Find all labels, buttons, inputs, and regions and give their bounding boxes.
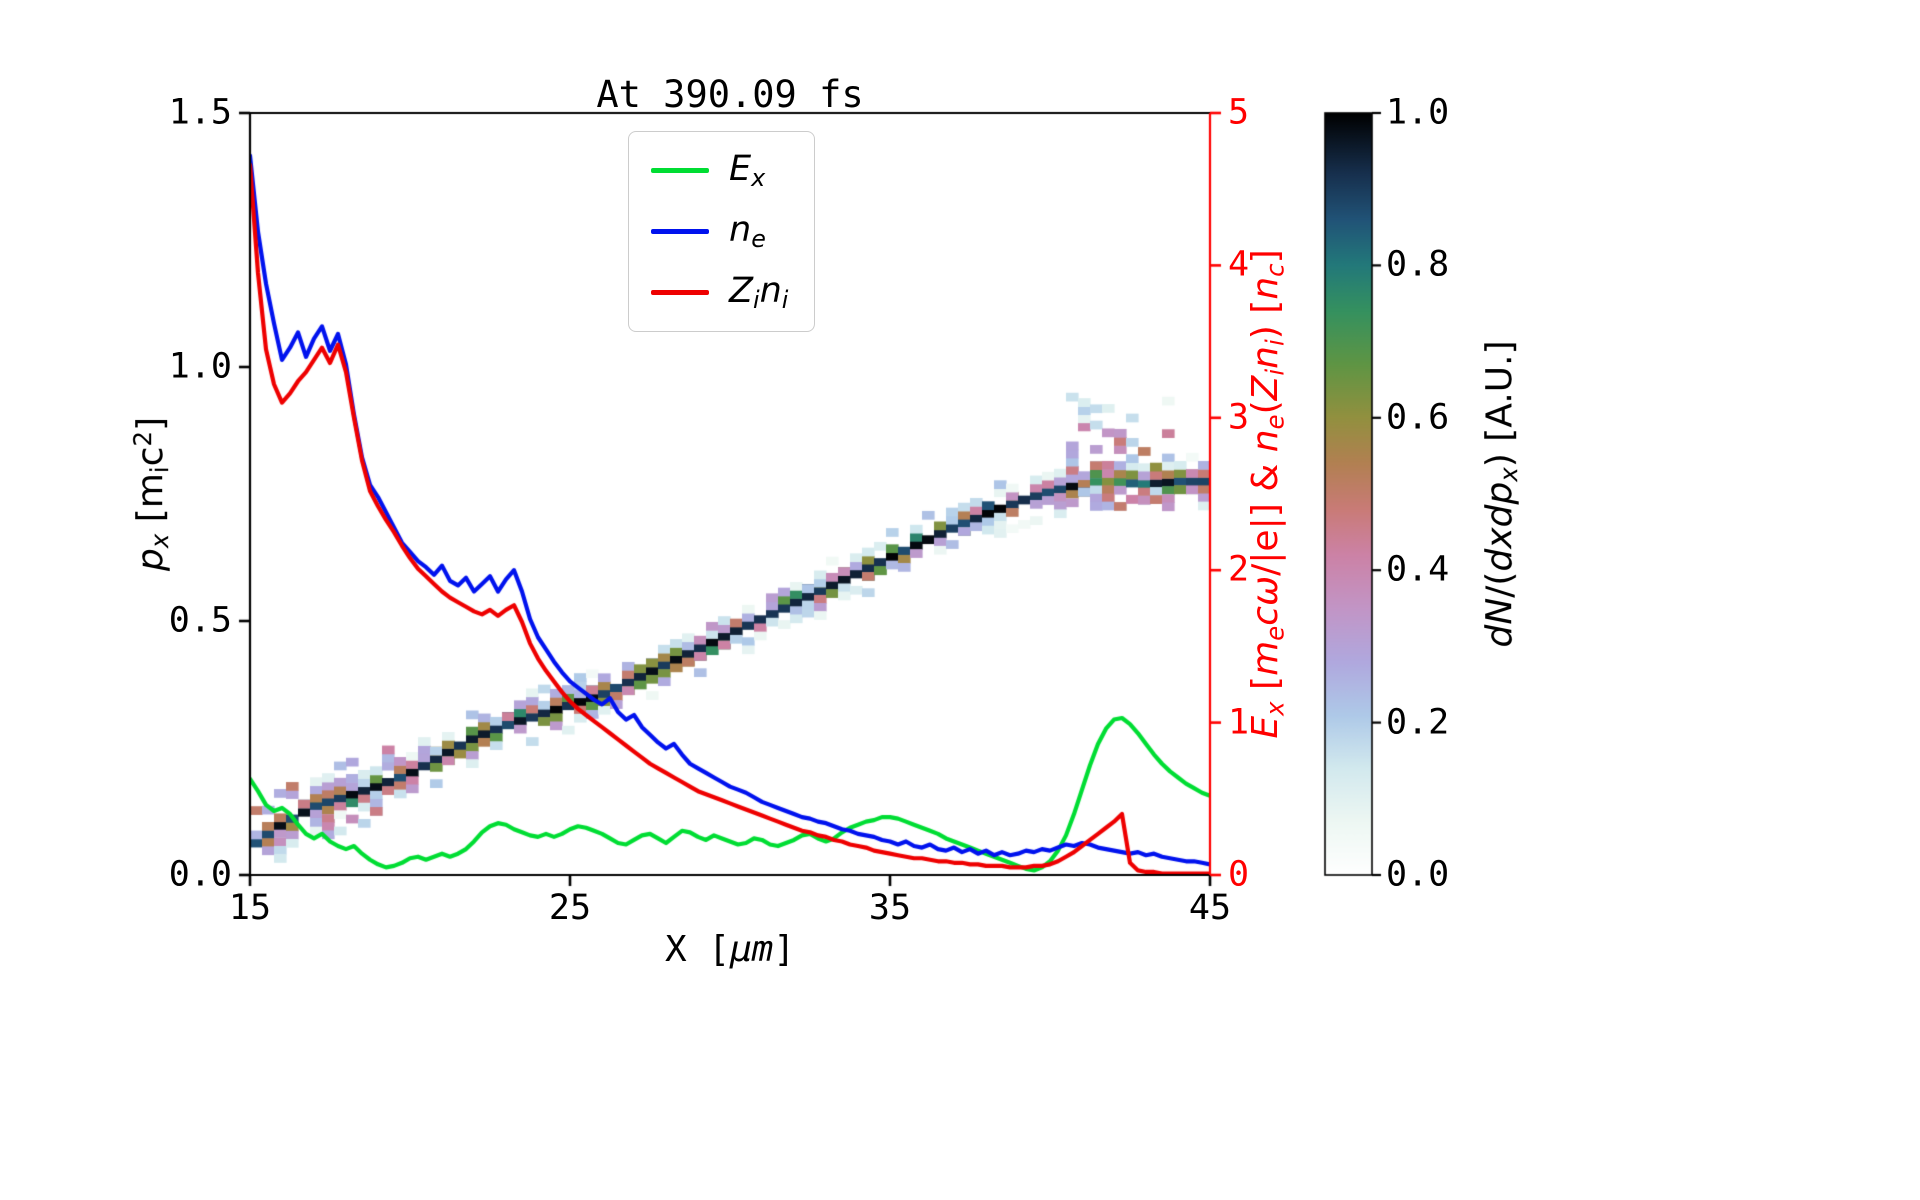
right-axis-tick-label: 2 — [1228, 549, 1250, 590]
colorbar-label: dN/(dxdpx) [A.U.] — [1479, 340, 1524, 648]
colorbar-tick-label: 0.0 — [1386, 854, 1450, 895]
x-axis-label: X [μm] — [664, 929, 796, 970]
right-y-axis-label: Ex [mecω/|e|] & ne(Zini) [nc] — [1245, 249, 1290, 739]
left-y-axis-label: px [mic2] — [128, 416, 175, 572]
left-axis-tick-label: 0.0 — [168, 854, 232, 895]
left-axis-tick-label: 0.5 — [168, 600, 232, 641]
legend-line-Ex — [651, 168, 709, 173]
colorbar-tick-label: 1.0 — [1386, 92, 1450, 133]
legend-entry-Ex: Ex — [651, 142, 788, 199]
legend-line-ne — [651, 229, 709, 234]
right-axis-tick-label: 4 — [1228, 244, 1250, 285]
legend-entry-ne: ne — [651, 203, 788, 260]
right-axis-tick-label: 1 — [1228, 702, 1250, 743]
right-axis-tick-label: 5 — [1228, 92, 1250, 133]
legend-label-Ex: Ex — [729, 149, 766, 192]
x-axis-tick-label: 35 — [868, 888, 912, 928]
x-axis-tick-label: 15 — [228, 888, 272, 928]
colorbar-tick-label: 0.8 — [1386, 244, 1450, 285]
chart-title: At 390.09 fs — [596, 73, 864, 116]
right-axis-tick-label: 0 — [1228, 854, 1250, 895]
x-axis-tick-label: 45 — [1188, 888, 1232, 928]
right-axis-tick-label: 3 — [1228, 397, 1250, 438]
legend-label-ne: ne — [729, 210, 766, 253]
colorbar-tick-label: 0.2 — [1386, 702, 1450, 743]
legend-line-Zini — [651, 290, 709, 295]
legend-entry-Zini: Zini — [651, 264, 788, 321]
left-axis-tick-label: 1.0 — [168, 346, 232, 387]
colorbar-tick-label: 0.4 — [1386, 549, 1450, 590]
legend-label-Zini: Zini — [729, 271, 789, 314]
legend: Ex ne Zini — [628, 131, 816, 332]
left-axis-tick-label: 1.5 — [168, 92, 232, 133]
x-axis-tick-label: 25 — [548, 888, 592, 928]
colorbar-tick-label: 0.6 — [1386, 397, 1450, 438]
